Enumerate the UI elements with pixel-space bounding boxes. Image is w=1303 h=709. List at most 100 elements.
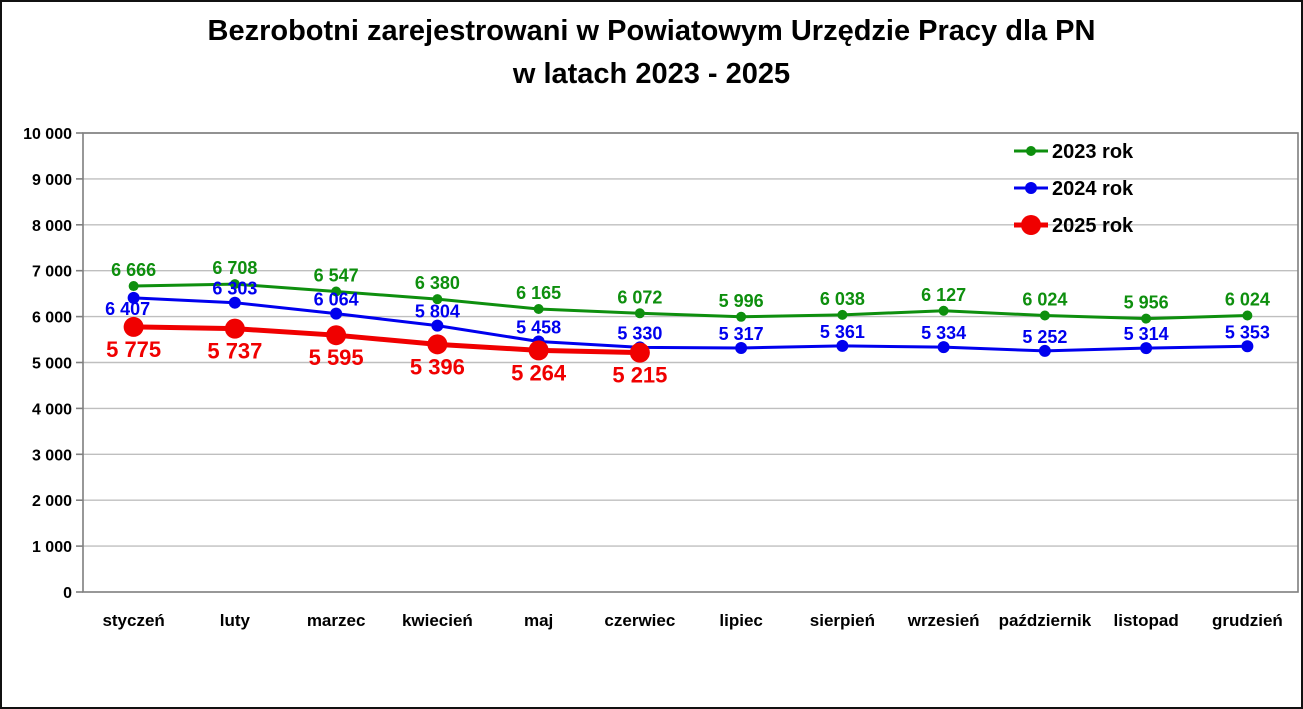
data-label: 6 038 <box>820 289 865 309</box>
data-point-marker <box>326 325 347 346</box>
series-line <box>132 282 1249 321</box>
series-line <box>132 296 1249 353</box>
data-label: 5 737 <box>207 339 262 364</box>
data-label: 5 458 <box>516 317 561 337</box>
data-point-marker <box>1038 344 1051 357</box>
data-label: 6 024 <box>1225 289 1270 309</box>
data-point-marker <box>1140 342 1153 355</box>
data-label: 5 804 <box>415 302 460 322</box>
x-axis-label: kwiecień <box>402 611 473 630</box>
x-axis-label: maj <box>524 611 553 630</box>
data-point-marker <box>735 341 748 354</box>
data-point-marker <box>1242 310 1253 321</box>
legend-label: 2025 rok <box>1052 215 1134 237</box>
data-point-marker <box>1141 313 1152 324</box>
data-point-marker <box>331 286 342 297</box>
data-label: 5 264 <box>511 360 567 385</box>
data-label: 6 380 <box>415 273 460 293</box>
x-axis-label: grudzień <box>1212 611 1283 630</box>
data-label: 5 595 <box>309 345 364 370</box>
data-point-marker <box>330 307 343 320</box>
data-label: 5 314 <box>1124 324 1169 344</box>
legend-label: 2023 rok <box>1052 141 1134 163</box>
chart-title-line1: Bezrobotni zarejestrowani w Powiatowym U… <box>207 15 1096 47</box>
data-point-marker <box>224 318 245 339</box>
data-label: 6 064 <box>314 290 359 310</box>
data-label: 6 127 <box>921 285 966 305</box>
data-label: 5 396 <box>410 354 465 379</box>
data-label: 6 072 <box>617 287 662 307</box>
data-label: 5 996 <box>719 291 764 311</box>
legend-item-2025-rok: 2025 rok <box>1014 215 1134 237</box>
y-axis-tick-label: 8 000 <box>32 218 72 235</box>
data-label: 5 334 <box>921 323 966 343</box>
y-axis-tick-label: 0 <box>63 585 72 602</box>
data-point-marker <box>836 339 849 352</box>
y-axis-tick-label: 3 000 <box>32 447 72 464</box>
data-label: 5 330 <box>617 323 662 343</box>
legend-marker <box>1026 146 1036 156</box>
data-point-marker <box>533 304 544 315</box>
x-axis-label: listopad <box>1114 611 1179 630</box>
y-axis: 0 1 000 2 000 3 000 4 000 5 000 6 000 7 000 8 00… <box>23 126 83 602</box>
data-point-marker <box>634 308 645 319</box>
data-point-marker <box>938 305 949 316</box>
data-point-marker <box>736 311 747 322</box>
data-label: 6 303 <box>212 279 257 299</box>
x-axis-label: czerwiec <box>604 611 675 630</box>
data-point-marker <box>629 342 650 363</box>
legend-item-2023-rok: 2023 rok <box>1014 141 1134 163</box>
data-point-marker <box>1241 340 1254 353</box>
x-axis-label: styczeń <box>102 611 164 630</box>
data-label: 6 547 <box>314 265 359 285</box>
x-axis-label: sierpień <box>810 611 875 630</box>
y-axis-tick-label: 1 000 <box>32 539 72 556</box>
data-label: 6 666 <box>111 260 156 280</box>
legend-label: 2024 rok <box>1052 178 1134 200</box>
y-axis-tick-label: 9 000 <box>32 172 72 189</box>
y-axis-tick-label: 4 000 <box>32 401 72 418</box>
data-label: 5 252 <box>1022 327 1067 347</box>
data-label: 6 165 <box>516 283 561 303</box>
series-2025-rok: 5 775 5 737 5 595 5 396 5 264 5 215 <box>106 316 667 388</box>
data-point-marker <box>229 279 240 290</box>
legend: 2023 rok 2024 rok 2025 rok <box>1014 141 1134 237</box>
data-label: 5 215 <box>612 363 667 388</box>
legend-item-2024-rok: 2024 rok <box>1014 178 1134 200</box>
x-axis-label: październik <box>999 611 1092 630</box>
legend-marker <box>1021 215 1041 235</box>
data-point-marker <box>427 334 448 355</box>
series-line <box>131 324 643 356</box>
x-axis-label: lipiec <box>719 611 762 630</box>
data-point-marker <box>127 291 140 304</box>
data-point-marker <box>128 281 139 292</box>
data-point-marker <box>431 319 444 332</box>
data-label: 5 317 <box>719 324 764 344</box>
data-label: 6 024 <box>1022 289 1067 309</box>
y-axis-tick-label: 7 000 <box>32 264 72 281</box>
data-label: 5 956 <box>1124 293 1169 313</box>
data-point-marker <box>432 294 443 305</box>
data-point-marker <box>123 316 144 337</box>
data-point-marker <box>528 340 549 361</box>
x-axis-label: wrzesień <box>907 611 980 630</box>
x-axis-label: marzec <box>307 611 366 630</box>
data-point-marker <box>937 341 950 354</box>
x-axis: styczeń luty marzec kwiecień maj czerwiec lipi… <box>102 611 1282 630</box>
y-axis-tick-label: 10 000 <box>23 126 72 143</box>
data-point-marker <box>1039 310 1050 321</box>
y-axis-tick-label: 2 000 <box>32 493 72 510</box>
data-label: 6 407 <box>105 299 150 319</box>
data-point-marker <box>837 309 848 320</box>
data-label: 5 353 <box>1225 322 1270 342</box>
data-label: 6 708 <box>212 258 257 278</box>
data-label: 5 775 <box>106 337 161 362</box>
y-axis-tick-label: 6 000 <box>32 310 72 327</box>
series-2023-rok: 6 666 6 708 6 547 6 380 6 165 6 072 5 996 6 038… <box>111 258 1270 324</box>
legend-marker <box>1025 182 1037 194</box>
y-axis-tick-label: 5 000 <box>32 356 72 373</box>
x-axis-label: luty <box>220 611 251 630</box>
data-label: 5 361 <box>820 322 865 342</box>
